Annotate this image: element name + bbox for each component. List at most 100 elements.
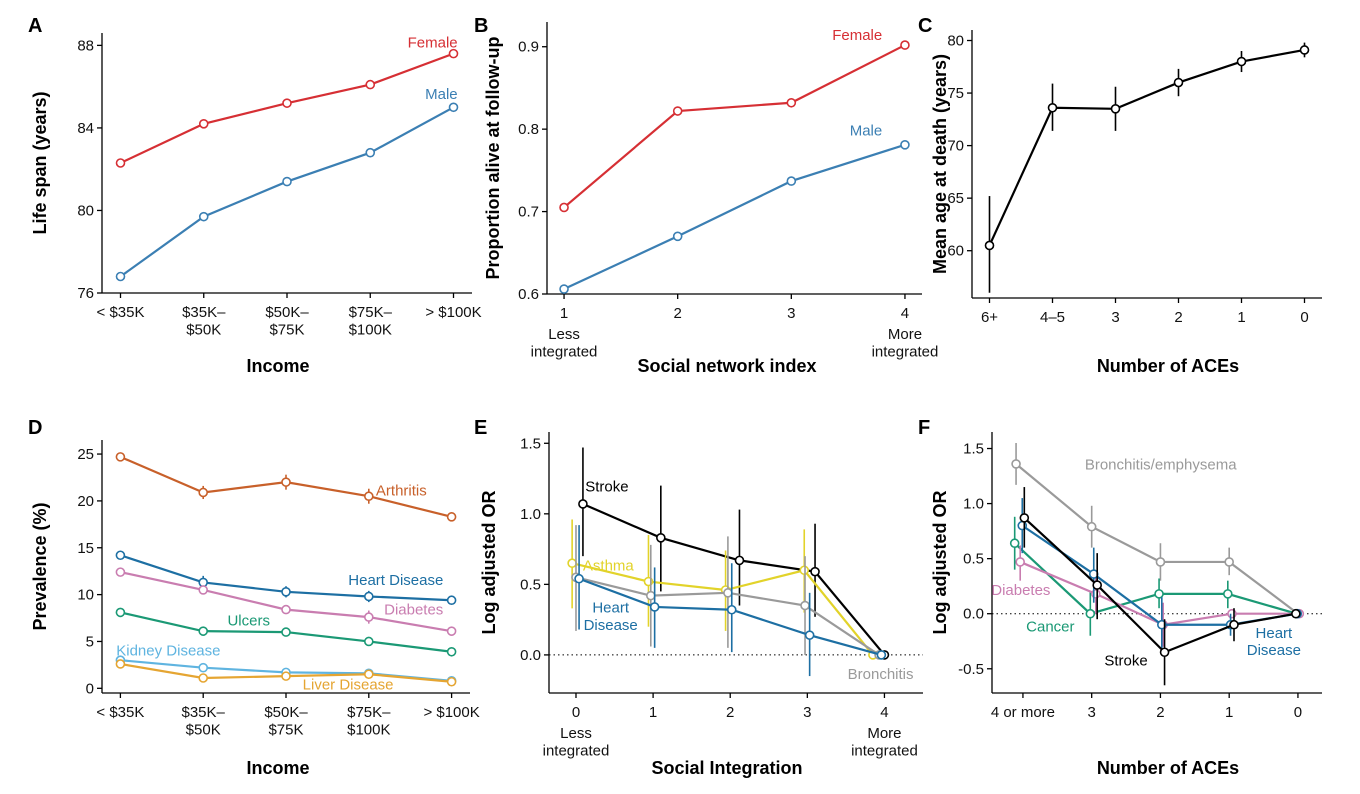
data-point xyxy=(645,590,656,601)
data-point xyxy=(1015,557,1025,567)
data-point xyxy=(198,662,208,673)
series-label: Diabetes xyxy=(384,601,443,618)
data-point xyxy=(900,140,910,150)
data-point xyxy=(198,211,209,222)
data-point xyxy=(876,650,887,660)
y-axis-label: Log adjusted OR xyxy=(930,490,950,634)
data-point xyxy=(810,566,820,577)
x-tick-sublabel: More integrated xyxy=(851,725,918,759)
series-line xyxy=(120,52,454,164)
data-point xyxy=(578,499,588,509)
data-point xyxy=(1229,619,1239,630)
y-tick-label: 0.0 xyxy=(520,647,541,664)
panel-letter: E xyxy=(474,417,487,439)
series-label: Heart Disease xyxy=(348,572,443,589)
series-label: Diabetes xyxy=(991,582,1050,599)
data-point xyxy=(365,147,376,158)
x-tick-label: $50K– $75K xyxy=(264,704,308,738)
data-point xyxy=(1085,608,1096,619)
x-tick-label: 4–5 xyxy=(1040,309,1065,326)
x-tick-label: 1 xyxy=(649,704,657,721)
series-heart-disease xyxy=(574,525,887,677)
data-point xyxy=(1154,589,1164,599)
y-axis-label: Prevalence (%) xyxy=(30,502,50,630)
series-bronchitis-emphysema xyxy=(1011,443,1303,619)
y-tick-label: 0 xyxy=(86,680,94,697)
series-label: Heart Disease xyxy=(584,600,638,634)
data-point xyxy=(1236,56,1247,67)
data-point xyxy=(198,118,209,129)
series-label: Liver Disease xyxy=(303,676,394,693)
series-male xyxy=(559,140,910,294)
data-point xyxy=(1173,77,1184,88)
y-tick-label: 65 xyxy=(947,190,964,207)
x-tick-label: 1 xyxy=(560,305,568,322)
data-point xyxy=(363,491,374,502)
data-point xyxy=(726,604,737,615)
data-point xyxy=(446,512,457,522)
data-point xyxy=(446,646,457,657)
data-point xyxy=(446,676,457,687)
data-point xyxy=(446,595,457,606)
data-point xyxy=(649,602,660,612)
series-label: Male xyxy=(425,86,458,103)
data-point xyxy=(984,240,995,251)
data-point xyxy=(786,97,797,108)
x-tick-label: 1 xyxy=(1225,704,1233,721)
panel-letter: F xyxy=(918,417,930,439)
y-tick-label: 1.0 xyxy=(963,496,984,513)
panel-b: 0.6 0.7 0.8 0.9 1 Less integrated 2 3 4 More integr… xyxy=(474,15,938,376)
data-point xyxy=(1299,45,1310,55)
data-point xyxy=(672,231,683,242)
x-axis-label: Number of ACEs xyxy=(1097,356,1239,376)
data-point xyxy=(1009,538,1020,549)
data-point xyxy=(115,567,126,577)
x-axis-label: Social Integration xyxy=(651,758,802,778)
data-point xyxy=(567,558,577,569)
data-point xyxy=(574,573,584,584)
data-point xyxy=(656,533,666,543)
x-tick-label: $50K– $75K xyxy=(265,304,309,338)
y-tick-label: 84 xyxy=(77,120,94,137)
x-tick-label: $35K– $50K xyxy=(182,304,226,338)
data-point xyxy=(115,158,126,168)
series-arthritis xyxy=(115,452,457,522)
panel-e: 0.0 0.5 1.0 1.5 0 Less integrated 1 2 3 4 More integ… xyxy=(474,417,923,778)
x-tick-label: < $35K xyxy=(96,704,144,721)
data-point xyxy=(363,669,374,680)
x-tick-label: $35K– $50K xyxy=(182,704,226,738)
data-point xyxy=(1224,557,1234,567)
y-tick-label: 88 xyxy=(77,37,94,54)
y-tick-label: 70 xyxy=(947,138,964,155)
y-tick-label: 1.5 xyxy=(520,435,541,452)
data-point xyxy=(281,604,291,615)
data-point xyxy=(1159,647,1170,658)
series-label: Female xyxy=(832,27,882,44)
data-point xyxy=(559,284,569,294)
x-tick-label: 0 xyxy=(572,704,580,721)
data-point xyxy=(365,79,376,90)
y-axis-label: Mean age at death (years) xyxy=(930,54,950,274)
data-point xyxy=(281,586,291,597)
x-axis-label: Social network index xyxy=(637,356,816,376)
series-label: Heart Disease xyxy=(1247,625,1301,659)
x-axis-label: Number of ACEs xyxy=(1097,758,1239,778)
data-point xyxy=(282,98,292,108)
panel-f: -0.5 0.0 0.5 1.0 1.5 4 or more 3 2 1 0 Bronchitis/… xyxy=(918,417,1322,778)
data-point xyxy=(198,626,208,636)
series-ulcers xyxy=(115,607,457,657)
data-point xyxy=(723,588,733,598)
x-tick-label: > $100K xyxy=(423,704,479,721)
panel-letter: B xyxy=(474,15,488,37)
data-point xyxy=(115,607,126,618)
y-axis-label: Life span (years) xyxy=(30,91,50,234)
x-tick-label: 3 xyxy=(1088,704,1096,721)
x-tick-sublabel: Less integrated xyxy=(531,326,598,360)
series-label: Cancer xyxy=(1026,618,1074,635)
x-axis-label: Income xyxy=(246,356,309,376)
y-tick-label: -0.5 xyxy=(958,661,984,678)
panel-letter: A xyxy=(28,15,42,37)
series-0 xyxy=(984,42,1310,293)
data-point xyxy=(900,40,910,50)
data-point xyxy=(448,102,459,113)
